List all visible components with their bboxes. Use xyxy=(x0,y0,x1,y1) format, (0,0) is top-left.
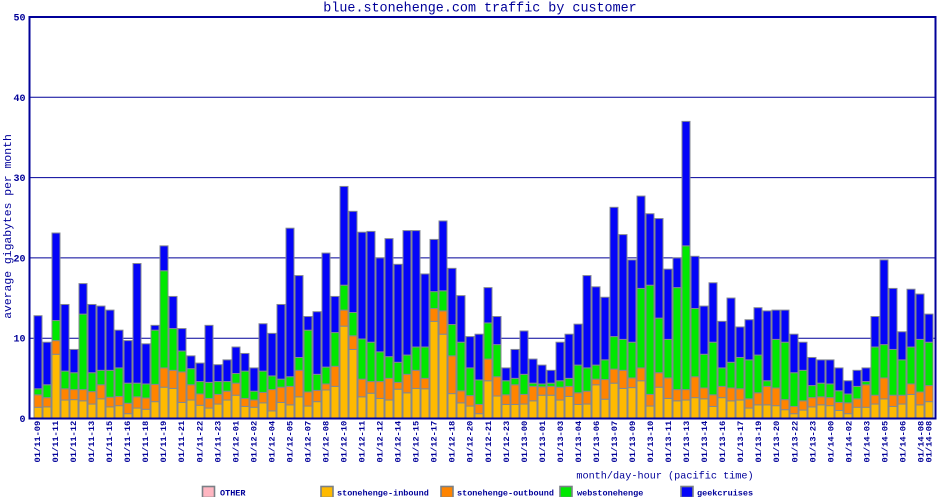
svg-text:01/12-08: 01/12-08 xyxy=(321,421,331,463)
svg-text:01/11-13: 01/11-13 xyxy=(87,421,97,463)
svg-text:01/14-05: 01/14-05 xyxy=(880,421,890,463)
svg-text:01/13-20: 01/13-20 xyxy=(772,421,782,463)
svg-text:01/13-16: 01/13-16 xyxy=(718,421,728,463)
svg-text:stonehenge-outbound: stonehenge-outbound xyxy=(457,489,554,498)
svg-text:01/13-22: 01/13-22 xyxy=(790,421,800,463)
svg-text:01/13-01: 01/13-01 xyxy=(538,421,548,463)
svg-text:01/14-02: 01/14-02 xyxy=(844,421,854,463)
svg-text:month/day-hour (pacific time): month/day-hour (pacific time) xyxy=(576,470,753,482)
svg-text:01/11-16: 01/11-16 xyxy=(123,421,133,463)
svg-text:01/13-06: 01/13-06 xyxy=(592,421,602,463)
svg-text:01/11-21: 01/11-21 xyxy=(177,421,187,463)
svg-text:40: 40 xyxy=(13,94,25,105)
svg-text:10: 10 xyxy=(13,335,25,346)
svg-text:01/13-14: 01/13-14 xyxy=(700,421,710,463)
svg-text:01/11-11: 01/11-11 xyxy=(51,421,61,463)
svg-text:01/12-18: 01/12-18 xyxy=(448,421,458,463)
svg-text:01/11-22: 01/11-22 xyxy=(195,421,205,463)
svg-text:webstonehenge: webstonehenge xyxy=(577,489,643,498)
svg-text:01/13-11: 01/13-11 xyxy=(664,421,674,463)
svg-text:01/12-17: 01/12-17 xyxy=(430,421,440,463)
svg-text:01/12-07: 01/12-07 xyxy=(303,421,313,463)
svg-text:01/13-00: 01/13-00 xyxy=(520,421,530,463)
svg-text:01/12-21: 01/12-21 xyxy=(484,421,494,463)
svg-text:01/12-05: 01/12-05 xyxy=(285,421,295,463)
svg-text:01/11-18: 01/11-18 xyxy=(141,421,151,463)
svg-text:01/12-04: 01/12-04 xyxy=(267,421,277,463)
svg-text:01/11-15: 01/11-15 xyxy=(105,421,115,463)
svg-text:01/14-08: 01/14-08 xyxy=(916,421,926,463)
svg-text:20: 20 xyxy=(13,254,25,265)
svg-text:01/13-09: 01/13-09 xyxy=(628,421,638,463)
svg-text:01/11-19: 01/11-19 xyxy=(159,421,169,463)
svg-text:01/13-19: 01/13-19 xyxy=(754,421,764,463)
svg-text:01/11-23: 01/11-23 xyxy=(213,421,223,463)
svg-text:01/13-04: 01/13-04 xyxy=(574,421,584,463)
svg-text:01/12-01: 01/12-01 xyxy=(231,421,241,463)
svg-text:01/13-10: 01/13-10 xyxy=(646,421,656,463)
svg-text:01/14-08: 01/14-08 xyxy=(925,421,935,463)
svg-text:50: 50 xyxy=(13,14,25,25)
svg-text:01/12-11: 01/12-11 xyxy=(358,421,368,463)
svg-text:01/12-20: 01/12-20 xyxy=(466,421,476,463)
svg-text:01/14-03: 01/14-03 xyxy=(862,421,872,463)
svg-text:0: 0 xyxy=(19,415,25,426)
svg-text:01/13-03: 01/13-03 xyxy=(556,421,566,463)
svg-text:stonehenge-inbound: stonehenge-inbound xyxy=(337,489,429,498)
svg-text:30: 30 xyxy=(13,174,25,185)
svg-text:01/12-10: 01/12-10 xyxy=(340,421,350,463)
svg-text:01/13-13: 01/13-13 xyxy=(682,421,692,463)
svg-text:01/12-23: 01/12-23 xyxy=(502,421,512,463)
svg-text:01/12-12: 01/12-12 xyxy=(376,421,386,463)
svg-text:01/14-00: 01/14-00 xyxy=(826,421,836,463)
svg-text:01/12-14: 01/12-14 xyxy=(394,421,404,463)
svg-text:01/12-15: 01/12-15 xyxy=(412,421,422,463)
svg-text:01/13-07: 01/13-07 xyxy=(610,421,620,463)
svg-text:01/13-17: 01/13-17 xyxy=(736,421,746,463)
svg-text:01/12-02: 01/12-02 xyxy=(249,421,259,463)
svg-text:geekcruises: geekcruises xyxy=(697,489,753,498)
svg-text:average gigabytes per month: average gigabytes per month xyxy=(3,134,15,319)
svg-text:01/11-09: 01/11-09 xyxy=(33,421,43,463)
svg-text:01/13-23: 01/13-23 xyxy=(808,421,818,463)
svg-text:01/11-12: 01/11-12 xyxy=(69,421,79,463)
svg-text:01/14-06: 01/14-06 xyxy=(898,421,908,463)
svg-text:blue.stonehenge.com traffic by: blue.stonehenge.com traffic by customer xyxy=(323,1,636,16)
svg-text:OTHER: OTHER xyxy=(220,489,246,498)
